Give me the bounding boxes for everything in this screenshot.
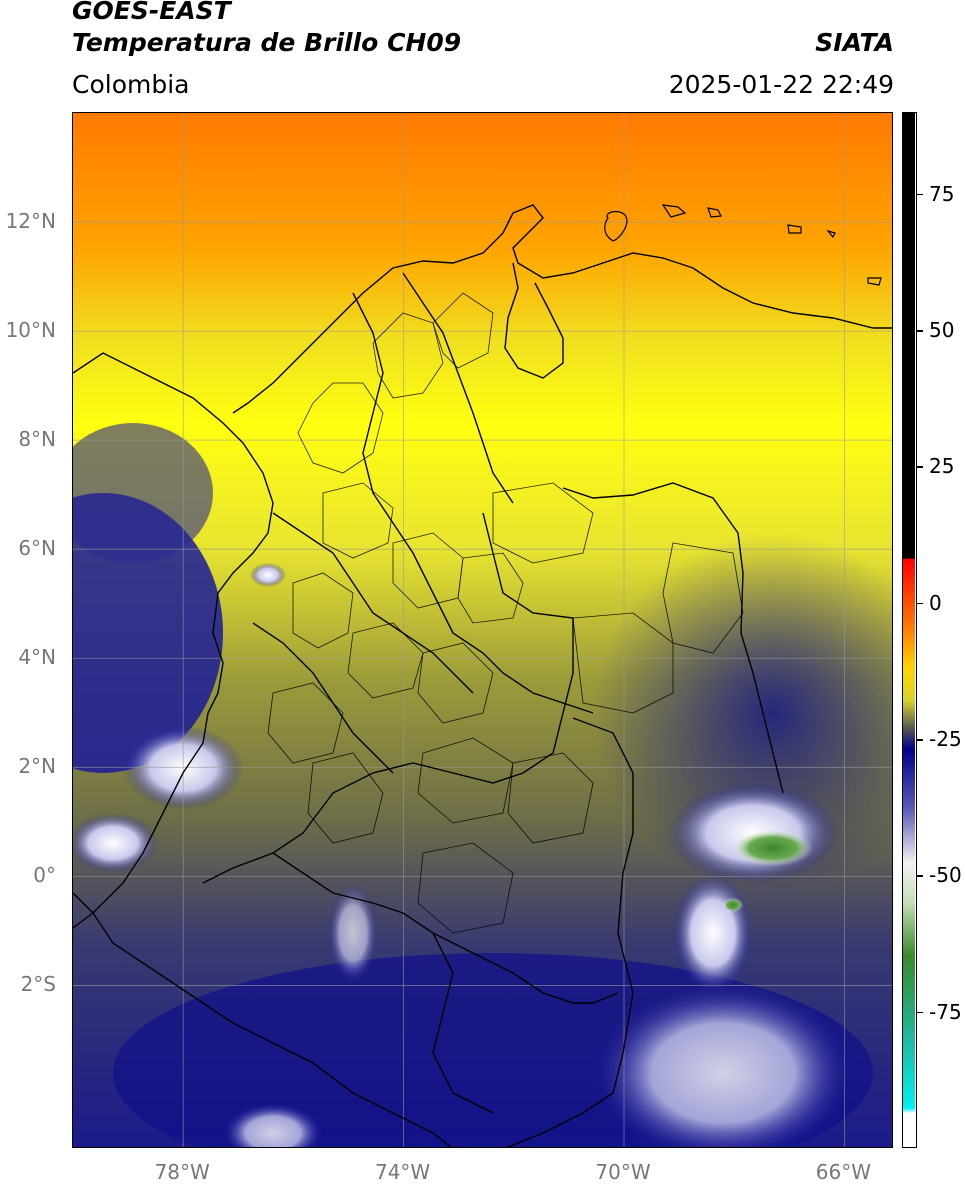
region-label: Colombia: [72, 70, 190, 99]
colorbar-tick-label: -75: [929, 999, 962, 1024]
department-borders: [267, 292, 744, 934]
pacific-cloud-region-2: [73, 423, 213, 563]
colorbar-tick-mark: [917, 330, 923, 332]
convective-cell: [73, 813, 158, 873]
colorbar-gradient: [903, 113, 915, 1146]
colorbar-tick-label: 0: [929, 590, 942, 615]
island-outlines: [604, 204, 882, 286]
map-gridlines: [73, 113, 892, 1147]
cold-top-region: [723, 898, 743, 912]
latitude-tick-label: 4°N: [18, 645, 56, 670]
latitude-tick-label: 2°N: [18, 754, 56, 779]
colorbar-tick-mark: [917, 1011, 923, 1014]
colorbar-tick-label: 25: [929, 454, 955, 479]
cold-top-region: [733, 830, 813, 866]
longitude-tick-label: 78°W: [154, 1160, 210, 1184]
satellite-map[interactable]: [72, 112, 893, 1148]
colorbar-tick-label: -25: [929, 727, 962, 752]
convective-cell: [328, 883, 378, 983]
colorbar-tick-mark: [917, 193, 923, 196]
brand-label: SIATA: [815, 28, 894, 57]
colorbar-tick-label: -50: [929, 863, 962, 888]
colorbar-tick-label: 75: [929, 181, 955, 206]
colorbar: [902, 112, 917, 1148]
product-title: GOES-EAST: [72, 0, 231, 25]
convective-cell: [250, 563, 286, 587]
colorbar-tick-mark: [917, 739, 923, 741]
product-subtitle: Temperatura de Brillo CH09: [72, 28, 462, 57]
latitude-tick-label: 6°N: [18, 536, 56, 561]
latitude-tick-label: 0°: [33, 863, 56, 888]
convective-cell: [223, 1103, 323, 1147]
latitude-tick-label: 2°S: [20, 972, 56, 997]
convective-cell: [593, 983, 853, 1147]
longitude-tick-label: 70°W: [595, 1160, 651, 1184]
colorbar-tick-mark: [917, 602, 923, 605]
latitude-tick-label: 10°N: [5, 318, 56, 343]
convective-cell: [673, 873, 753, 993]
latitude-tick-label: 8°N: [18, 427, 56, 452]
longitude-tick-label: 74°W: [374, 1160, 431, 1184]
timestamp-label: 2025-01-22 22:49: [668, 70, 894, 99]
country-borders: [73, 204, 892, 1147]
colorbar-tick-label: 50: [929, 318, 955, 343]
longitude-tick-label: 66°W: [815, 1160, 872, 1184]
colorbar-tick-mark: [917, 875, 923, 877]
pacific-cloud-region: [73, 493, 223, 773]
colorbar-tick-mark: [917, 466, 923, 468]
latitude-tick-label: 12°N: [5, 209, 56, 234]
